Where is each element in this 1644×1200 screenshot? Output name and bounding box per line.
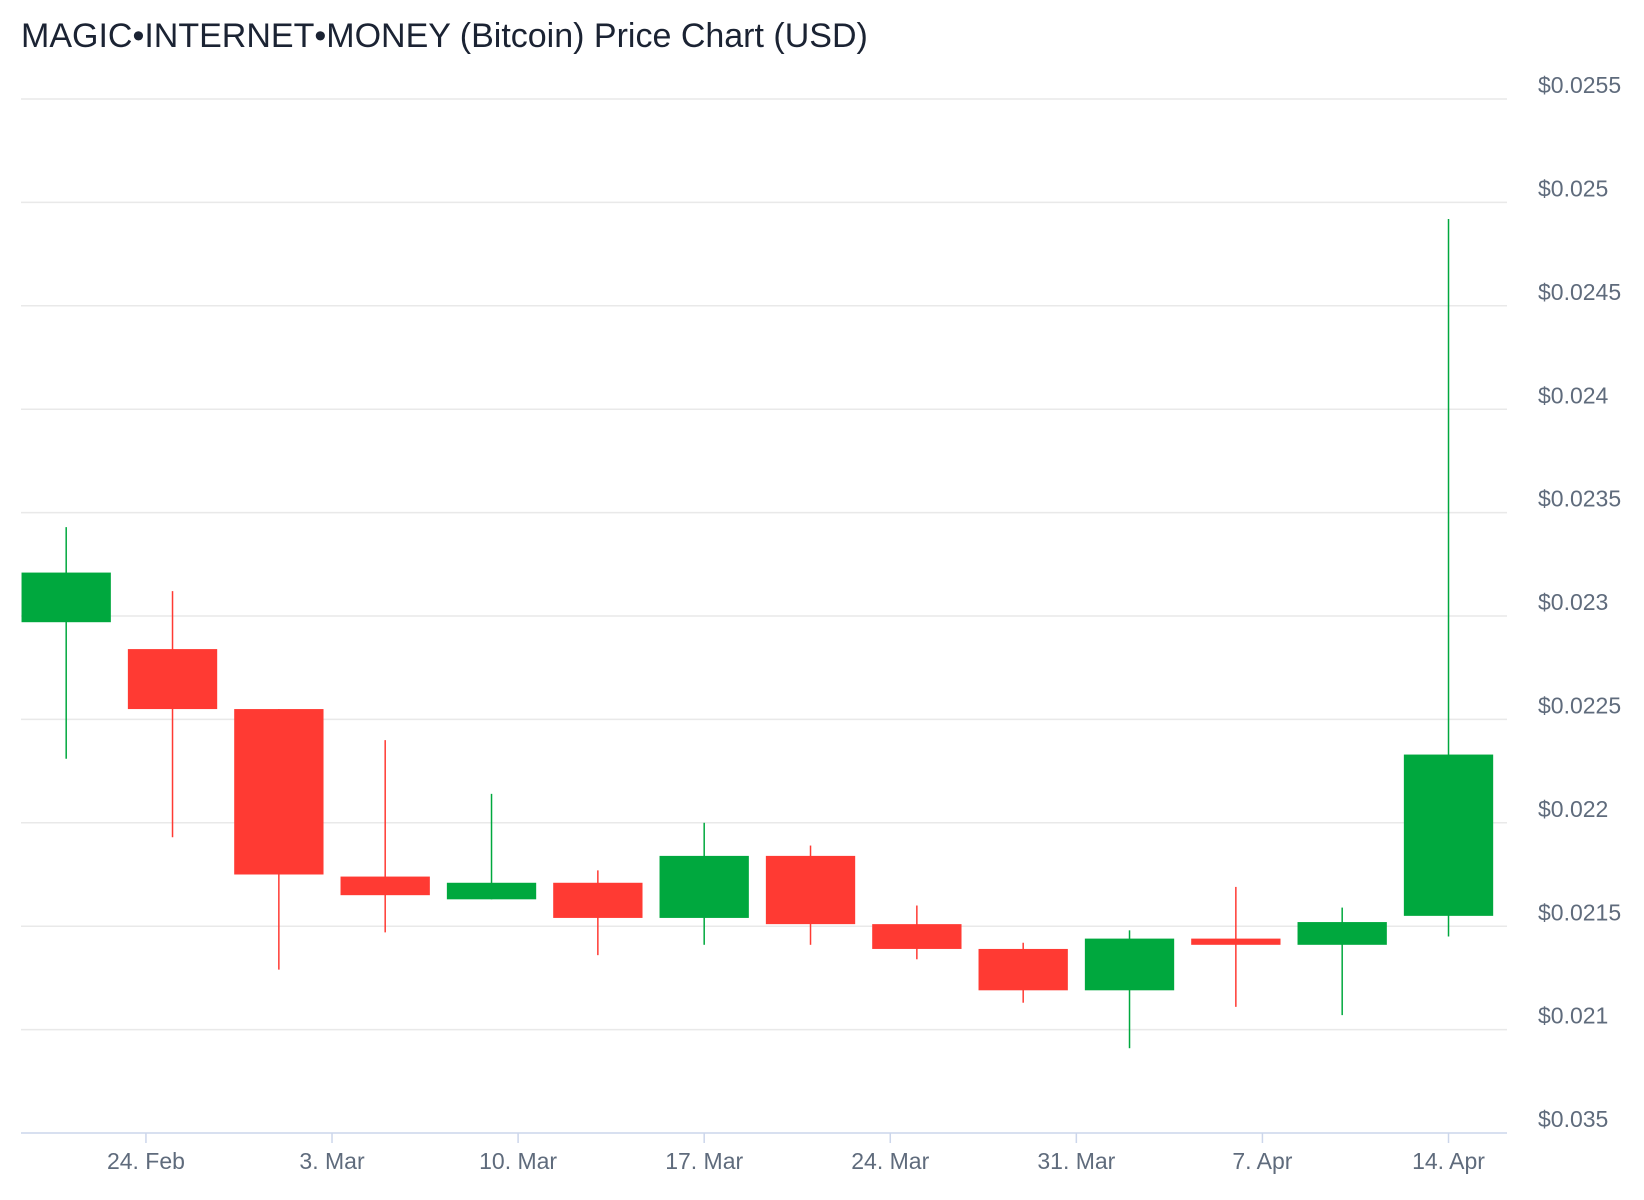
x-tick-label: 31. Mar xyxy=(1037,1148,1115,1174)
x-tick-label: 17. Mar xyxy=(665,1148,743,1174)
candle-body xyxy=(872,924,962,949)
y-tick-label: $0.021 xyxy=(1538,1003,1608,1029)
y-tick-label: $0.023 xyxy=(1538,589,1608,615)
x-tick-label: 24. Feb xyxy=(107,1148,185,1174)
y-tick-label: $0.022 xyxy=(1538,796,1608,822)
x-tick-label: 7. Apr xyxy=(1232,1148,1292,1174)
candle-body xyxy=(127,649,218,710)
y-tick-label: $0.0215 xyxy=(1538,899,1621,925)
candle-body xyxy=(659,855,749,918)
x-tick-label: 24. Mar xyxy=(851,1148,929,1174)
y-tick-label: $0.025 xyxy=(1538,175,1608,201)
y-tick-label: $0.0245 xyxy=(1538,279,1621,305)
candle-body xyxy=(765,855,856,925)
x-tick-label: 14. Apr xyxy=(1412,1148,1485,1174)
y-tick-label: $0.0255 xyxy=(1538,72,1621,98)
candle-body xyxy=(21,572,111,623)
x-tick-label: 10. Mar xyxy=(479,1148,557,1174)
y-tick-label: $0.0225 xyxy=(1538,692,1621,718)
candle-body xyxy=(1191,938,1281,945)
y-tick-label: $0.035 xyxy=(1538,1106,1608,1132)
y-tick-label: $0.0235 xyxy=(1538,486,1621,512)
y-tick-label: $0.024 xyxy=(1538,382,1609,408)
candle-body xyxy=(446,882,537,900)
candle-body xyxy=(1084,938,1175,991)
candle-body xyxy=(553,882,643,918)
candle-body xyxy=(978,948,1068,991)
candle-body xyxy=(1297,922,1387,945)
candle-body xyxy=(340,876,430,896)
x-tick-label: 3. Mar xyxy=(299,1148,365,1174)
candle-body xyxy=(234,709,324,875)
chart-title: MAGIC•INTERNET•MONEY (Bitcoin) Price Cha… xyxy=(21,17,868,55)
candle-body xyxy=(1403,754,1494,916)
